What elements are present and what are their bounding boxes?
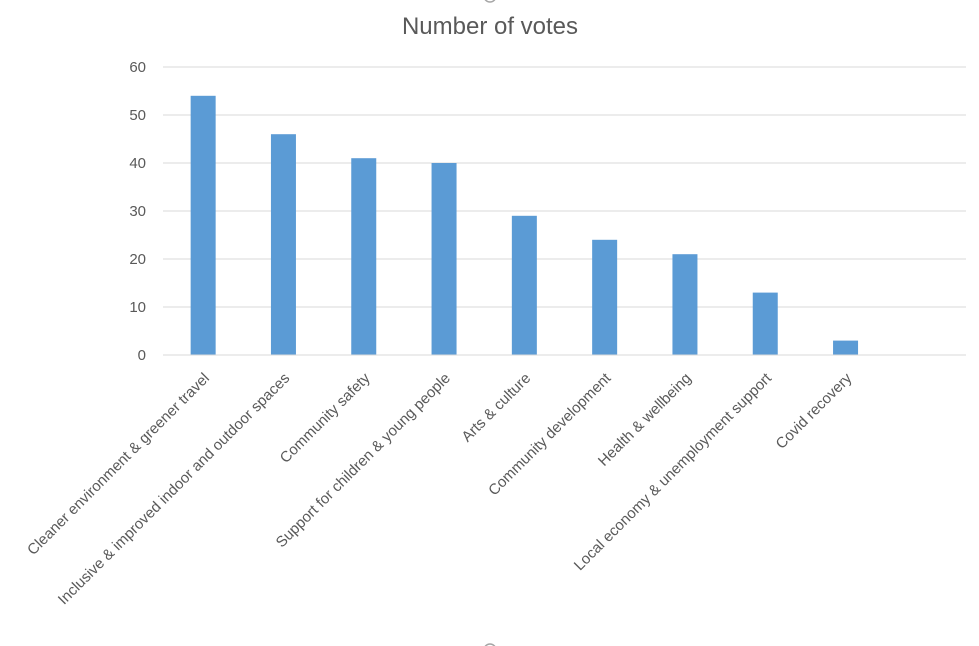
gridlines bbox=[163, 66, 966, 308]
x-category-label: Support for children & young people bbox=[273, 370, 454, 551]
y-tick-label: 30 bbox=[129, 203, 146, 220]
bar[interactable] bbox=[672, 254, 698, 355]
x-category-label: Cleaner environment & greener travel bbox=[24, 370, 213, 559]
resize-handle-top[interactable] bbox=[484, 0, 496, 3]
bars bbox=[190, 95, 859, 356]
bar[interactable] bbox=[190, 95, 216, 356]
bar[interactable] bbox=[351, 158, 377, 355]
bar[interactable] bbox=[833, 340, 859, 355]
y-tick-label: 20 bbox=[129, 251, 146, 268]
y-tick-label: 10 bbox=[129, 299, 146, 316]
x-axis-category-labels: Cleaner environment & greener travelIncl… bbox=[24, 369, 856, 608]
bar[interactable] bbox=[270, 134, 296, 355]
y-tick-label: 50 bbox=[129, 107, 146, 124]
x-category-label: Covid recovery bbox=[773, 369, 856, 452]
bar[interactable] bbox=[511, 215, 537, 355]
y-tick-label: 40 bbox=[129, 155, 146, 172]
y-tick-label: 0 bbox=[138, 347, 146, 364]
chart-title: Number of votes bbox=[402, 13, 578, 40]
bar[interactable] bbox=[592, 239, 618, 355]
y-axis-tick-labels: 0 10 20 30 40 50 60 bbox=[129, 59, 146, 364]
y-tick-label: 60 bbox=[129, 59, 146, 76]
x-category-label: Arts & culture bbox=[458, 370, 534, 446]
bar[interactable] bbox=[431, 163, 457, 355]
bar[interactable] bbox=[752, 292, 778, 355]
